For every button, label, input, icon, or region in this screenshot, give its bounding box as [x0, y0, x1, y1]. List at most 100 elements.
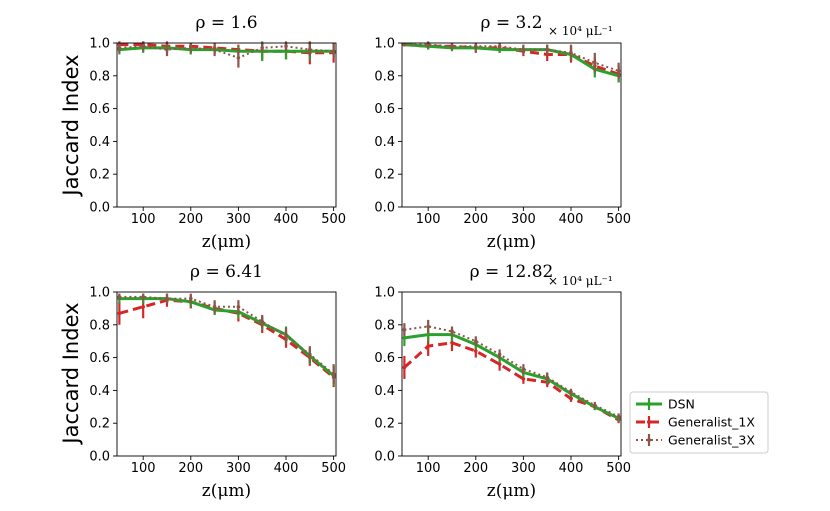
- series-line-generalist-3x: [119, 45, 334, 59]
- legend-swatch-marker: [647, 402, 651, 406]
- y-tick-label: 0.4: [89, 135, 110, 150]
- data-point: [426, 42, 430, 47]
- x-axis-label: z(μm): [202, 481, 251, 501]
- data-point: [616, 414, 621, 419]
- legend-item-generalist-3x: Generalist_3X: [636, 433, 755, 448]
- series-line-dsn: [404, 333, 620, 420]
- series-line-generalist-3x: [404, 43, 619, 72]
- series-line-generalist-1x: [403, 341, 620, 422]
- data-point: [473, 349, 478, 353]
- axes-frame: [401, 42, 622, 208]
- series-dsn: [402, 328, 621, 422]
- series-generalist-3x: [117, 293, 336, 384]
- y-tick-label: 0.6: [89, 351, 110, 366]
- data-point: [141, 295, 145, 299]
- x-tick-label: 200: [178, 212, 203, 227]
- x-tick-label: 200: [463, 212, 488, 227]
- y-tick-label: 0.8: [89, 318, 110, 333]
- series-generalist-3x: [402, 41, 621, 80]
- x-axis-label: z(μm): [487, 232, 536, 252]
- y-tick-label: 0.8: [374, 69, 395, 84]
- x-axis-label: z(μm): [202, 232, 251, 252]
- x-tick-label: 500: [321, 212, 346, 227]
- legend-swatch-marker: [647, 420, 651, 424]
- y-tick-label: 0.6: [89, 102, 110, 117]
- data-point: [450, 329, 454, 334]
- legend: DSN Generalist_1X Generalist_3X: [629, 391, 769, 454]
- data-point: [141, 304, 145, 309]
- y-tick-label: 0.8: [89, 69, 110, 84]
- data-point: [497, 362, 502, 366]
- series-generalist-1x: [117, 41, 336, 65]
- panel-rho-12-82: ρ = 12.82 100 200 300 400 500 0.0 0.2 0.4 0.6 0.8 1…: [374, 262, 631, 501]
- y-tick-label: 0.0: [374, 450, 395, 465]
- x-tick-label: 400: [274, 461, 299, 476]
- y-tick-label: 0.2: [89, 168, 110, 183]
- y-tick-label: 0.2: [374, 168, 395, 183]
- y-tick-label: 1.0: [374, 286, 395, 301]
- x-tick-label: 500: [321, 461, 346, 476]
- y-tick-label: 0.2: [374, 417, 395, 432]
- y-tick-label: 0.6: [374, 351, 395, 366]
- series-line-generalist-3x: [119, 295, 335, 375]
- panel-title: ρ = 12.82: [470, 262, 554, 282]
- x-tick-label: 200: [178, 461, 203, 476]
- series-dsn: [117, 293, 336, 386]
- data-point: [521, 377, 526, 381]
- y-tick-label: 0.0: [89, 450, 110, 465]
- density-unit-bottom: × 10⁴ μL⁻¹: [548, 274, 613, 288]
- y-tick-label: 1.0: [89, 37, 110, 52]
- legend-swatch-marker: [647, 438, 651, 442]
- series-line-generalist-3x: [404, 325, 620, 418]
- y-tick-label: 0.0: [89, 201, 110, 216]
- x-tick-label: 300: [226, 461, 251, 476]
- x-tick-label: 100: [416, 461, 441, 476]
- series-generalist-3x: [402, 319, 621, 420]
- x-tick-label: 400: [559, 461, 584, 476]
- axes-frame: [116, 42, 337, 208]
- panel-title: ρ = 6.41: [190, 262, 263, 282]
- series-generalist-1x: [402, 334, 621, 424]
- legend-label: DSN: [668, 397, 695, 412]
- series-generalist-1x: [117, 293, 336, 388]
- y-tick-label: 0.4: [374, 135, 395, 150]
- data-point: [141, 44, 145, 49]
- x-tick-label: 100: [131, 461, 156, 476]
- y-tick-label: 0.4: [374, 384, 395, 399]
- axes-frame: [116, 291, 337, 457]
- series-line-dsn: [404, 43, 620, 78]
- y-tick-label: 1.0: [89, 286, 110, 301]
- x-tick-label: 500: [606, 461, 631, 476]
- x-tick-label: 400: [274, 212, 299, 227]
- data-point: [331, 49, 336, 53]
- legend-item-generalist-1x: Generalist_1X: [636, 415, 755, 430]
- ylabel-top: Jaccard Index: [59, 54, 83, 197]
- data-point: [260, 319, 265, 324]
- y-tick-label: 0.4: [89, 384, 110, 399]
- legend-frame: [629, 391, 769, 454]
- x-tick-label: 300: [226, 212, 251, 227]
- x-tick-label: 100: [416, 212, 441, 227]
- panel-title: ρ = 1.6: [195, 13, 257, 33]
- y-tick-label: 0.2: [89, 417, 110, 432]
- legend-label: Generalist_1X: [668, 415, 755, 430]
- x-tick-label: 200: [463, 461, 488, 476]
- x-tick-label: 300: [511, 212, 536, 227]
- y-tick-label: 0.8: [374, 318, 395, 333]
- panel-rho-1-6: ρ = 1.6 100 200 300 400 500 0.0 0.2 0.4 0.6 0.8 1.0…: [89, 13, 346, 252]
- x-axis-label: z(μm): [487, 481, 536, 501]
- panel-rho-3-2: ρ = 3.2 100 200 300 400 500 0.0 0.2 0.4 0.6 0.8 1.0…: [374, 13, 631, 252]
- x-tick-label: 100: [131, 212, 156, 227]
- x-tick-label: 400: [559, 212, 584, 227]
- series-generalist-3x: [117, 41, 336, 68]
- panel-rho-6-41: ρ = 6.41 100 200 300 400 500 0.0 0.2 0.4 0.6 0.8 1.…: [89, 262, 346, 501]
- legend-label: Generalist_3X: [668, 433, 755, 448]
- y-tick-label: 1.0: [374, 37, 395, 52]
- axes-frame: [401, 291, 622, 457]
- y-tick-label: 0.0: [374, 201, 395, 216]
- series-line-dsn: [119, 297, 335, 377]
- x-tick-label: 500: [606, 212, 631, 227]
- panel-title: ρ = 3.2: [480, 13, 542, 33]
- data-point: [545, 47, 550, 52]
